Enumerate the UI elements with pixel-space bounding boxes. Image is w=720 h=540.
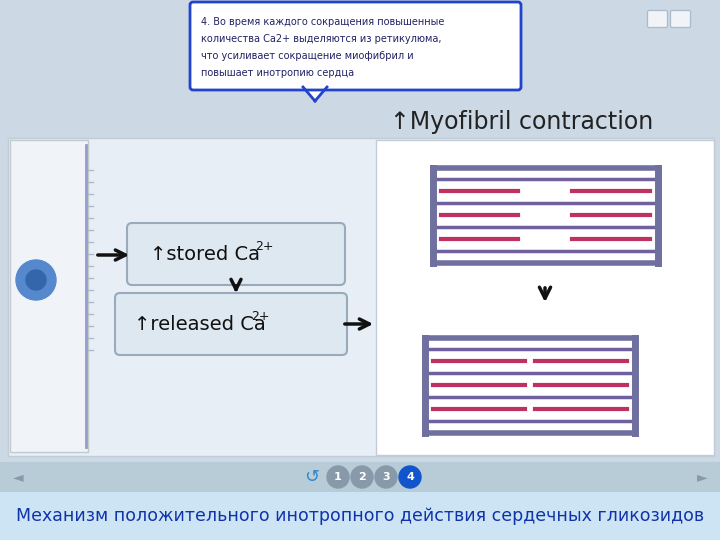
FancyBboxPatch shape: [376, 140, 714, 455]
Text: 1: 1: [334, 472, 342, 482]
Text: 4. Во время каждого сокращения повышенные: 4. Во время каждого сокращения повышенны…: [201, 17, 444, 27]
FancyBboxPatch shape: [115, 293, 347, 355]
Text: ↺: ↺: [305, 468, 320, 486]
Text: 3: 3: [382, 472, 390, 482]
Text: повышает инотропию сердца: повышает инотропию сердца: [201, 68, 354, 78]
Text: 4: 4: [406, 472, 414, 482]
Text: 2+: 2+: [255, 240, 274, 253]
FancyBboxPatch shape: [190, 2, 521, 90]
FancyBboxPatch shape: [670, 10, 690, 28]
Text: ↑released Ca: ↑released Ca: [134, 314, 266, 334]
FancyBboxPatch shape: [415, 338, 645, 433]
FancyBboxPatch shape: [127, 223, 345, 285]
Text: 2+: 2+: [251, 309, 269, 322]
Text: ►: ►: [697, 470, 707, 484]
Text: Механизм положительного инотропного действия сердечных гликозидов: Механизм положительного инотропного дейс…: [16, 507, 704, 525]
Circle shape: [351, 466, 373, 488]
FancyBboxPatch shape: [0, 492, 720, 540]
Circle shape: [399, 466, 421, 488]
Text: что усиливает сокращение миофибрил и: что усиливает сокращение миофибрил и: [201, 51, 413, 61]
Text: ↑Myofibril contraction: ↑Myofibril contraction: [390, 110, 653, 134]
Circle shape: [375, 466, 397, 488]
Circle shape: [327, 466, 349, 488]
Circle shape: [16, 260, 56, 300]
FancyBboxPatch shape: [647, 10, 667, 28]
FancyBboxPatch shape: [0, 462, 720, 492]
Text: ↑stored Ca: ↑stored Ca: [150, 245, 260, 264]
Circle shape: [26, 270, 46, 290]
Text: 2: 2: [358, 472, 366, 482]
Text: ◄: ◄: [13, 470, 23, 484]
Text: количества Ca2+ выделяются из ретикулюма,: количества Ca2+ выделяются из ретикулюма…: [201, 34, 441, 44]
Polygon shape: [303, 87, 327, 101]
FancyBboxPatch shape: [8, 138, 714, 456]
FancyBboxPatch shape: [423, 167, 667, 262]
FancyBboxPatch shape: [10, 140, 88, 452]
